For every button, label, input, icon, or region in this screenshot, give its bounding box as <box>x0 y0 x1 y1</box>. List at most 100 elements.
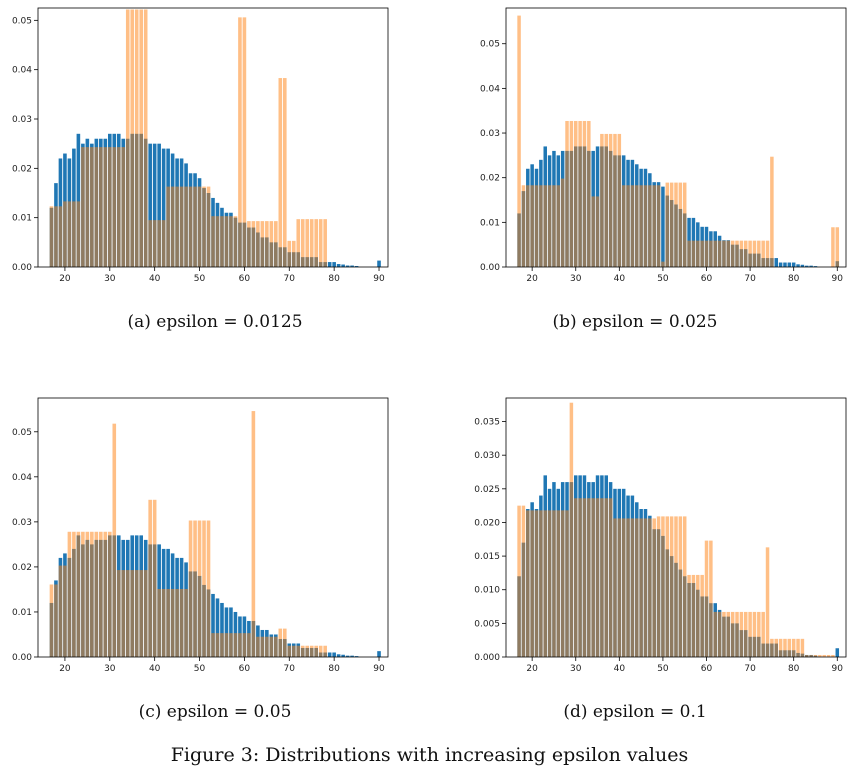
x-tick-label: 60 <box>701 664 713 674</box>
bar-synthetic-73 <box>761 240 765 267</box>
bar-synthetic-83 <box>805 654 809 657</box>
bar-synthetic-27 <box>560 178 565 267</box>
bar-synthetic-37 <box>139 9 143 267</box>
x-tick-label: 80 <box>328 664 340 674</box>
bar-synthetic-17 <box>49 584 54 657</box>
bar-synthetic-68 <box>278 78 283 267</box>
y-tick-label: 0.03 <box>480 129 500 139</box>
bar-synthetic-31 <box>578 498 582 657</box>
bar-synthetic-45 <box>639 185 643 267</box>
bar-real-79 <box>327 652 332 657</box>
subplot-d: 20 30 40 50 60 70 80 90 0.000 0.005 0.010 0.015 0.02… <box>430 390 859 730</box>
bar-synthetic-63 <box>717 611 722 657</box>
y-tick-label: 0.020 <box>474 518 500 528</box>
y-tick-label: 0.03 <box>12 115 32 125</box>
bar-synthetic-47 <box>648 185 652 267</box>
bar-synthetic-47 <box>184 588 188 657</box>
bar-real-53 <box>211 593 215 657</box>
x-tick-label: 90 <box>832 664 844 674</box>
subplot-b: 20 30 40 50 60 70 80 90 0.00 0.01 0.02 0.03 0.04 0.05… <box>430 0 859 340</box>
y-tick-label: 0.00 <box>12 263 32 273</box>
bar-synthetic-61 <box>709 540 713 657</box>
bar-synthetic-55 <box>682 182 687 267</box>
bar-synthetic-52 <box>206 520 211 657</box>
bar-synthetic-55 <box>220 633 224 657</box>
x-tick-label: 40 <box>149 274 161 284</box>
bar-real-41 <box>157 143 161 267</box>
bar-synthetic-37 <box>604 498 608 657</box>
bar-synthetic-32 <box>116 570 121 657</box>
bar-synthetic-57 <box>691 574 696 657</box>
bar-synthetic-28 <box>565 510 569 657</box>
bar-synthetic-74 <box>765 240 770 267</box>
bar-synthetic-30 <box>108 531 112 657</box>
bar-synthetic-35 <box>595 498 600 657</box>
bar-synthetic-65 <box>726 611 731 657</box>
x-tick-label: 70 <box>284 274 296 284</box>
bar-synthetic-41 <box>157 588 161 657</box>
bar-synthetic-36 <box>134 570 139 657</box>
axes-frame <box>505 397 847 658</box>
y-tick-label: 0.00 <box>12 653 32 663</box>
bar-synthetic-52 <box>669 516 674 657</box>
bar-synthetic-36 <box>600 498 604 657</box>
bar-synthetic-42 <box>626 518 630 657</box>
y-tick-label: 0.04 <box>480 84 500 94</box>
bar-synthetic-58 <box>696 240 700 267</box>
bar-real-84 <box>350 655 354 657</box>
bar-synthetic-69 <box>744 611 748 657</box>
bar-synthetic-24 <box>81 147 85 267</box>
y-tick-label: 0.01 <box>12 608 32 618</box>
bar-synthetic-22 <box>539 185 543 267</box>
x-tick-label: 30 <box>570 664 582 674</box>
y-tick-label: 0.05 <box>12 428 32 438</box>
x-tick-label: 60 <box>701 274 713 284</box>
bar-synthetic-28 <box>99 531 103 657</box>
axes-frame <box>37 397 389 658</box>
bar-synthetic-65 <box>265 221 269 267</box>
x-tick-label: 50 <box>194 274 206 284</box>
bar-synthetic-35 <box>130 9 135 267</box>
bar-synthetic-20 <box>63 201 67 267</box>
bar-synthetic-42 <box>626 185 630 267</box>
bar-synthetic-27 <box>94 147 99 267</box>
bar-synthetic-62 <box>251 411 256 657</box>
bar-real-83 <box>345 655 350 657</box>
bar-synthetic-54 <box>678 182 683 267</box>
bar-synthetic-39 <box>148 499 152 657</box>
figure-caption: Figure 3: Distributions with increasing … <box>170 744 689 766</box>
bar-synthetic-60 <box>704 240 709 267</box>
x-tick-label: 60 <box>239 274 251 284</box>
bar-synthetic-63 <box>256 221 260 267</box>
bar-real-83 <box>805 265 809 267</box>
bar-synthetic-51 <box>202 520 206 657</box>
bar-synthetic-34 <box>125 570 130 657</box>
bar-synthetic-59 <box>700 240 704 267</box>
bar-synthetic-52 <box>206 186 211 267</box>
bar-synthetic-86 <box>818 654 822 657</box>
bar-synthetic-69 <box>283 78 287 267</box>
bar-synthetic-58 <box>696 574 700 657</box>
bar-synthetic-71 <box>752 611 757 657</box>
x-tick-label: 80 <box>788 274 800 284</box>
y-tick-label: 0.030 <box>474 451 500 461</box>
bar-synthetic-41 <box>621 185 626 267</box>
bar-synthetic-30 <box>574 120 578 267</box>
bar-synthetic-57 <box>229 216 233 267</box>
bar-synthetic-18 <box>54 584 58 657</box>
bar-real-83 <box>345 265 350 267</box>
bar-synthetic-26 <box>90 531 94 657</box>
x-tick-label: 40 <box>614 274 626 284</box>
bar-synthetic-80 <box>791 638 796 657</box>
bar-real-76 <box>774 258 778 267</box>
bar-synthetic-68 <box>739 240 744 267</box>
bar-real-84 <box>350 265 354 267</box>
bar-synthetic-47 <box>184 186 188 267</box>
bar-synthetic-85 <box>813 654 818 657</box>
bar-synthetic-36 <box>600 133 604 267</box>
bar-synthetic-40 <box>617 133 622 267</box>
bar-synthetic-34 <box>125 9 130 267</box>
bar-real-50 <box>661 186 665 267</box>
bar-synthetic-82 <box>800 638 805 657</box>
bar-synthetic-70 <box>748 611 752 657</box>
